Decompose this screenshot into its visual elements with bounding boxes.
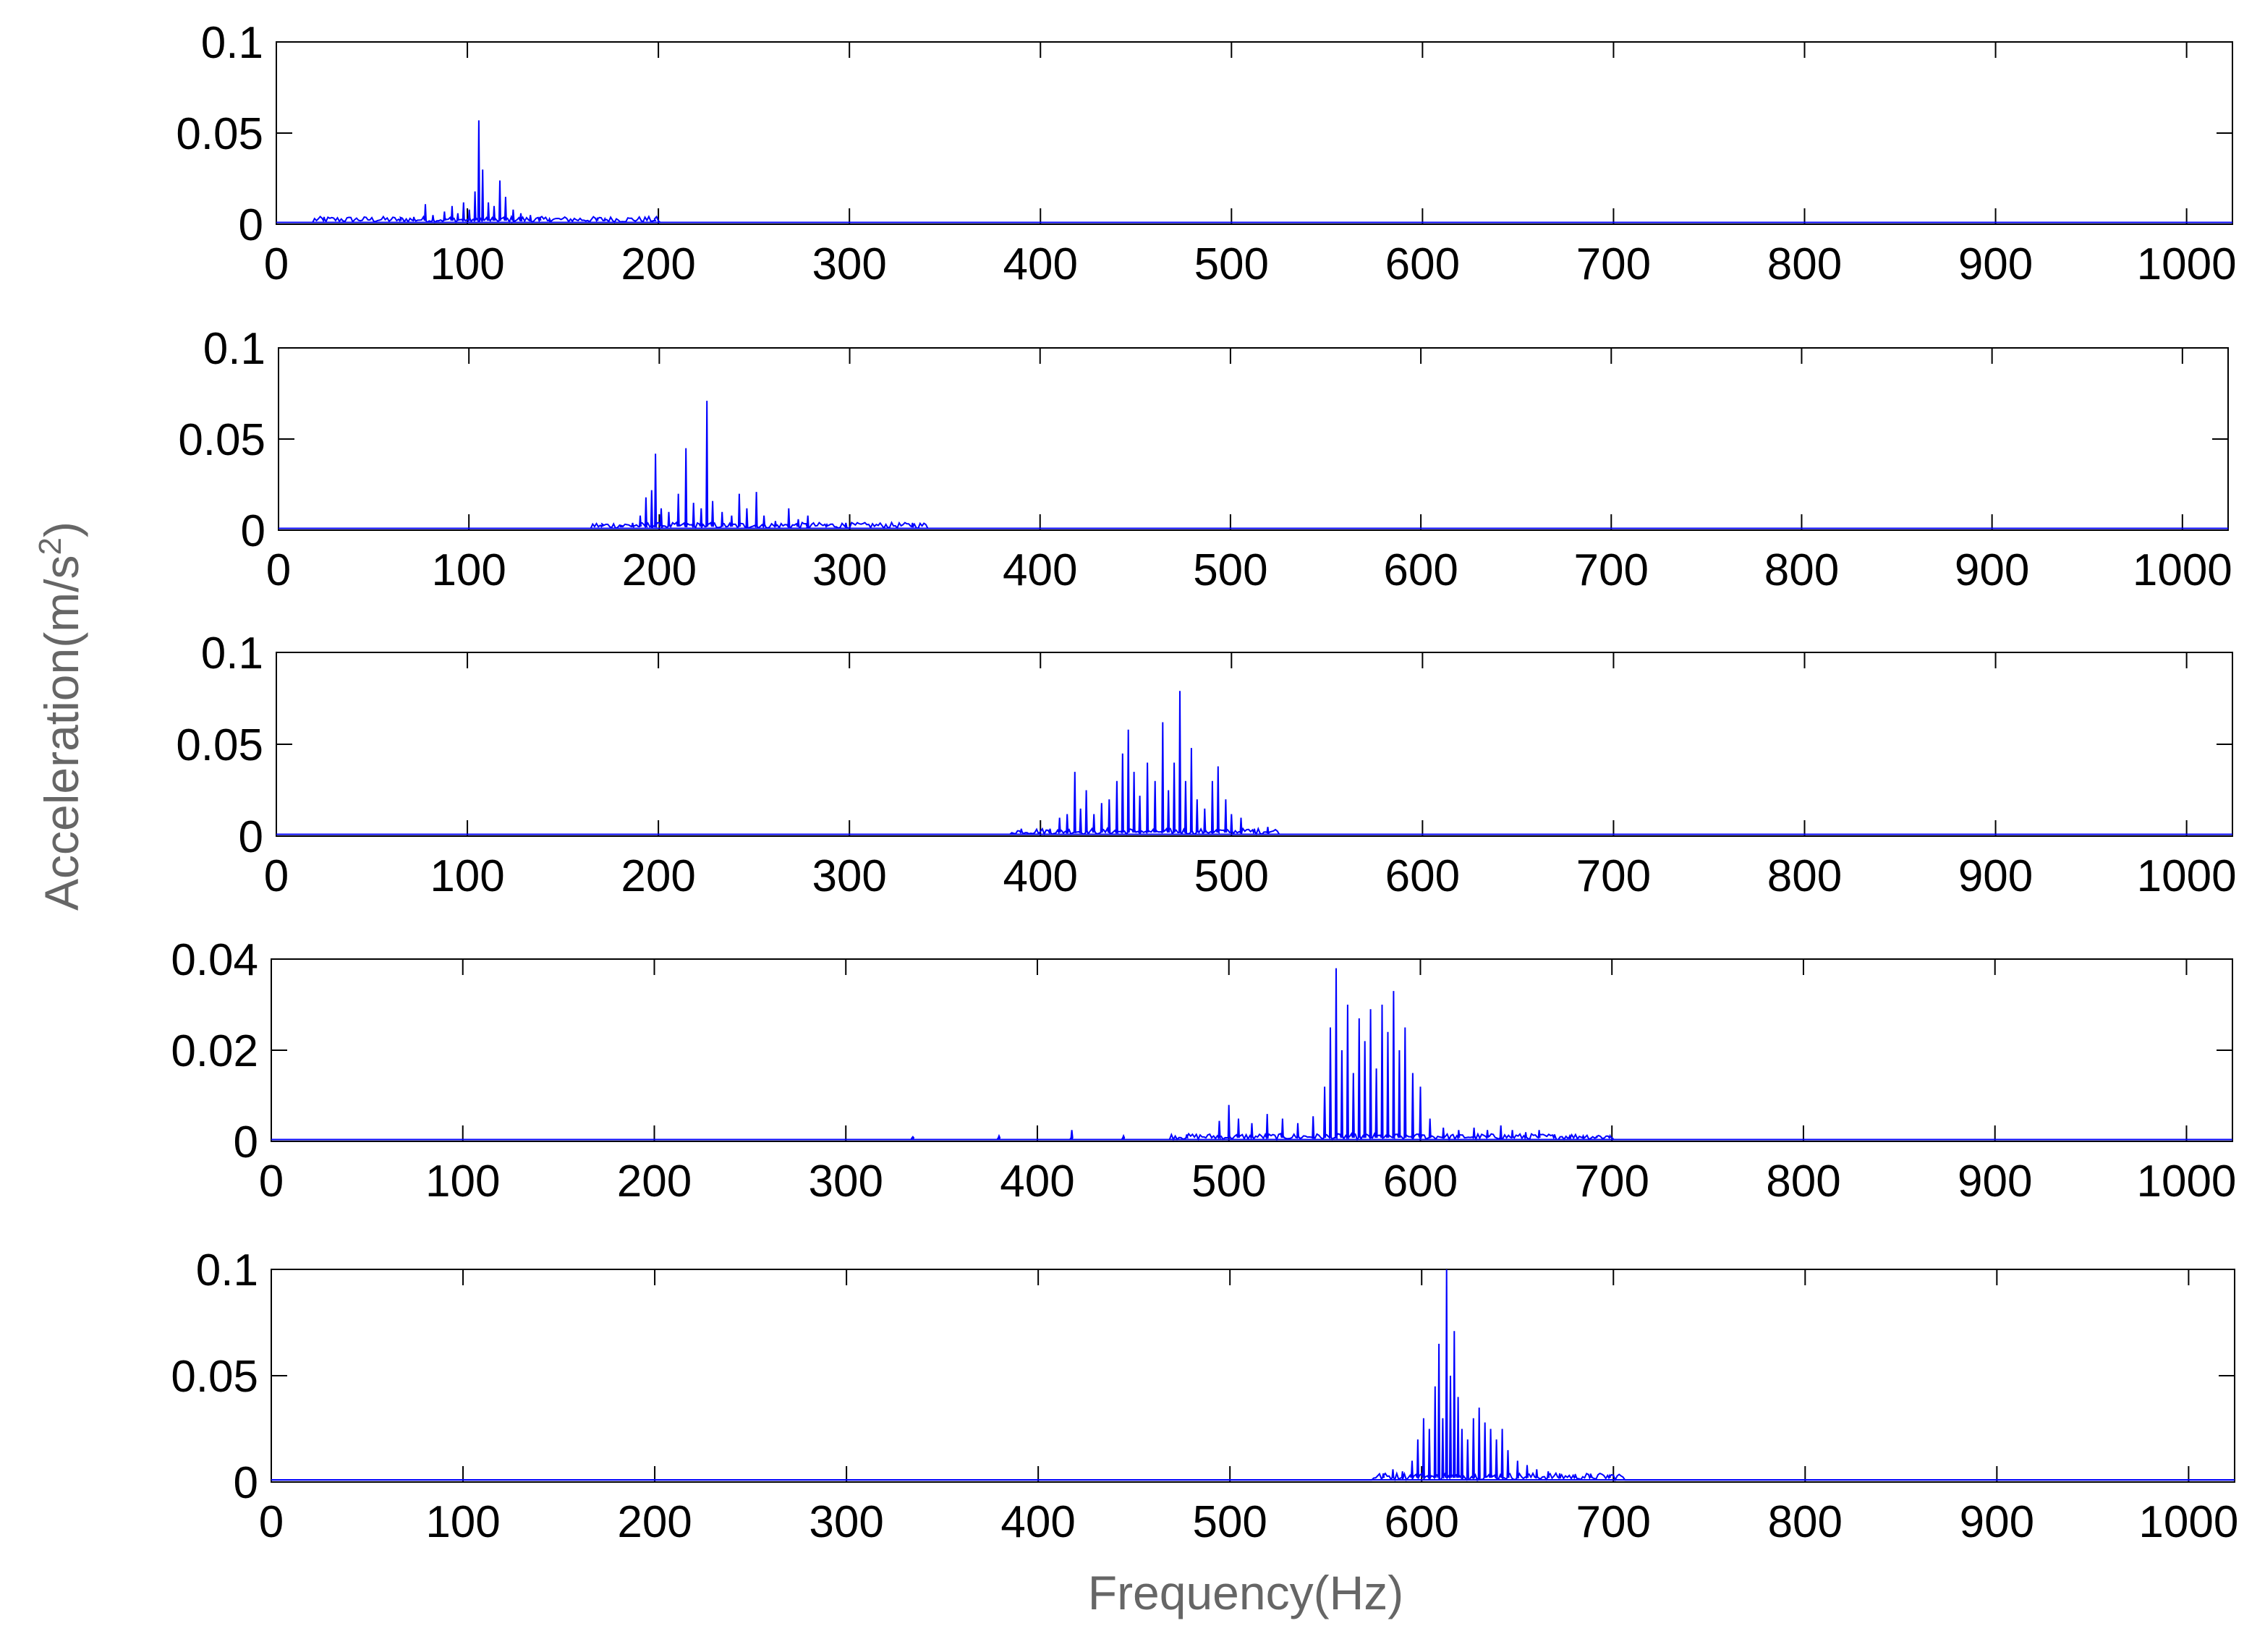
y-tick-label: 0.1 [196,1246,258,1295]
x-tick-label: 700 [1576,851,1651,901]
x-tick-label: 200 [621,239,695,289]
x-tick-label: 1000 [2137,851,2237,901]
x-tick-label: 700 [1574,1157,1649,1206]
x-tick-label: 300 [812,851,886,901]
x-tick-label: 300 [809,1497,883,1547]
y-tick-label: 0.05 [171,1352,258,1402]
y-axis-label-superscript: 2 [33,537,68,555]
y-tick-label: 0.1 [201,18,263,68]
x-tick-label: 1000 [2133,545,2232,595]
x-tick-label: 300 [809,1157,883,1206]
x-axis-label: Frequency(Hz) [1088,1566,1403,1619]
y-tick-label: 0 [234,1458,258,1508]
y-axis-label-close: ) [35,521,88,537]
x-tick-label: 200 [621,851,695,901]
x-tick-label: 600 [1383,1157,1458,1206]
x-tick-label: 500 [1194,851,1269,901]
x-tick-label: 0 [264,851,289,901]
x-tick-label: 500 [1191,1157,1266,1206]
x-tick-label: 100 [425,1157,500,1206]
y-tick-label: 0.1 [203,324,265,374]
x-tick-label: 600 [1385,239,1460,289]
x-tick-label: 600 [1383,545,1458,595]
x-tick-label: 300 [812,545,887,595]
x-tick-label: 200 [622,545,697,595]
y-axis-label: Acceleration(m/s2) [33,521,89,911]
x-tick-label: 900 [1958,239,2033,289]
x-tick-label: 400 [1000,1497,1075,1547]
x-tick-label: 900 [1955,545,2029,595]
x-tick-label: 100 [431,545,506,595]
x-tick-label: 800 [1768,1497,1843,1547]
y-tick-label: 0.04 [171,935,258,985]
x-tick-label: 900 [1960,1497,2034,1547]
x-tick-label: 300 [812,239,886,289]
x-tick-label: 1000 [2137,239,2237,289]
x-tick-label: 600 [1385,1497,1459,1547]
y-tick-label: 0.02 [171,1026,258,1076]
x-tick-label: 100 [430,239,504,289]
subplot-1: 0 100 200 300 400 500 600 700 800 900 1000 0 0.05 0.1 [176,18,2236,289]
x-tick-label: 400 [1003,239,1078,289]
x-tick-label: 400 [1003,545,1077,595]
x-tick-label: 600 [1385,851,1460,901]
x-tick-label: 400 [1003,851,1078,901]
x-tick-label: 800 [1764,545,1839,595]
x-tick-label: 500 [1193,545,1267,595]
x-tick-label: 200 [617,1157,692,1206]
y-axis-label-text: Acceleration(m/s [35,555,88,911]
y-tick-label: 0 [234,1117,258,1167]
x-tick-label: 800 [1767,851,1842,901]
x-tick-label: 500 [1192,1497,1267,1547]
subplots: 0 100 200 300 400 500 600 700 800 900 100000.050.1… [171,18,2238,1547]
y-tick-label: 0 [239,200,263,250]
x-tick-label: 0 [259,1497,284,1547]
x-tick-label: 0 [259,1157,284,1206]
x-tick-label: 100 [430,851,504,901]
subplot-5: 0 100 200 300 400 500 600 700 800 900 1000 0 0.05 0.1 [171,1246,2238,1547]
x-tick-label: 0 [264,239,289,289]
x-tick-label: 400 [1000,1157,1074,1206]
x-tick-label: 800 [1767,239,1842,289]
x-tick-label: 900 [1958,851,2033,901]
x-tick-label: 700 [1574,545,1649,595]
y-tick-label: 0.05 [176,720,263,770]
y-tick-label: 0.05 [178,415,265,465]
x-tick-label: 200 [617,1497,692,1547]
x-tick-label: 700 [1576,239,1651,289]
x-tick-label: 900 [1958,1157,2032,1206]
x-tick-label: 500 [1194,239,1269,289]
y-tick-label: 0.1 [201,629,263,678]
x-tick-label: 1000 [2136,1157,2236,1206]
y-tick-label: 0.05 [176,109,263,159]
x-tick-label: 100 [425,1497,500,1547]
x-tick-label: 800 [1766,1157,1840,1206]
subplot-3: 0 100 200 300 400 500 600 700 800 900 1000 0 0.05 0.1 [176,629,2236,901]
subplot-2: 0 100 200 300 400 500 600 700 800 900 1000 0 0.05 0.1 [178,324,2232,595]
y-tick-label: 0 [241,506,265,556]
x-tick-label: 1000 [2138,1497,2238,1547]
subplot-4: 0 100 200 300 400 500 600 700 800 900 1000 0 0.02 0.0… [171,935,2236,1206]
x-tick-label: 700 [1576,1497,1651,1547]
x-tick-label: 0 [266,545,291,595]
y-tick-label: 0 [239,812,263,862]
